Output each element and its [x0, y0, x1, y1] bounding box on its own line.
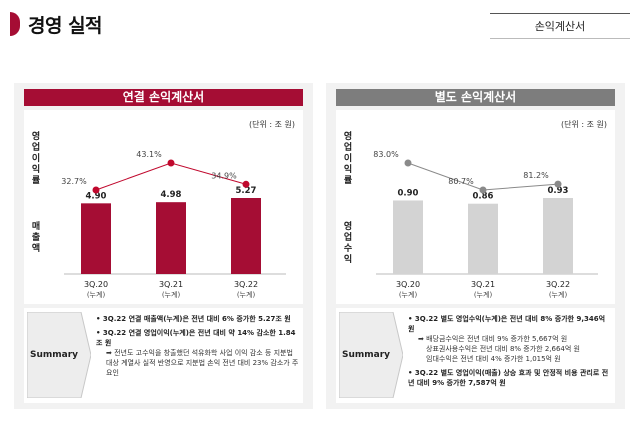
separate-panel: 별도 손익계산서 0.90 3Q.20 (누계) 0.86 3Q.21 (누계) 0.93 3… — [326, 83, 625, 409]
bar-value-label: 4.98 — [161, 190, 182, 200]
margin-value-label: 32.7% — [61, 177, 87, 186]
consolidated-panel: 연결 손익계산서 4.90 3Q.20 (누계) 4.98 3Q.21 (누계) 5.27 3… — [14, 83, 313, 409]
chart-box: 4.90 3Q.20 (누계) 4.98 3Q.21 (누계) 5.27 3Q.22 (누계) 3… — [24, 110, 303, 304]
panel-header: 연결 손익계산서 — [24, 89, 303, 106]
revenue-axis-label: 매출액 — [31, 222, 41, 254]
category-sub-label: (누계) — [162, 290, 181, 299]
category-label: 3Q.21 — [159, 280, 183, 289]
margin-value-label: 81.2% — [523, 171, 549, 180]
summary-box: Summary • 3Q.22 별도 영업수익(누계)은 전년 대비 8% 증가… — [336, 308, 615, 403]
margin-value-label: 83.0% — [373, 150, 399, 159]
summary-tag: Summary — [27, 312, 91, 398]
summary-subitem: ➡ 전년도 고수익을 창출했던 석유화학 사업 이익 감소 등 지분법 대상 계… — [106, 349, 299, 377]
category-sub-label: (누계) — [87, 290, 106, 299]
bar — [81, 203, 111, 274]
page-title-bar: 경영 실적 — [10, 10, 103, 38]
bar — [468, 203, 498, 274]
unit-label: (단위 : 조 원) — [560, 120, 607, 129]
margin-point — [554, 180, 562, 188]
margin-value-label: 34.9% — [211, 171, 237, 180]
summary-subitem: ➡ 배당금수익은 전년 대비 9% 증가한 5,667억 원 — [418, 335, 568, 343]
summary-tag: Summary — [339, 312, 403, 398]
document-tag: 손익계산서 — [490, 13, 630, 39]
summary-item: • 3Q.22 연결 영업이익(누계)은 전년 대비 약 14% 감소한 1.8… — [96, 328, 299, 378]
margin-point — [479, 186, 487, 194]
bar-value-label: 0.86 — [473, 192, 494, 202]
combo-chart: 0.903Q.20(누계)0.863Q.21(누계)0.933Q.22(누계)8… — [373, 150, 598, 299]
margin-value-label: 80.7% — [448, 177, 474, 186]
bar-value-label: 0.93 — [548, 186, 569, 196]
category-sub-label: (누계) — [549, 290, 568, 299]
bar — [393, 200, 423, 274]
combo-chart: 4.903Q.20(누계)4.983Q.21(누계)5.273Q.22(누계)3… — [61, 150, 286, 299]
bar — [543, 198, 573, 274]
margin-point — [167, 159, 175, 167]
summary-item-text: • 3Q.22 연결 영업이익(누계)은 전년 대비 약 14% 감소한 1.8… — [96, 329, 296, 347]
operating-revenue-axis-label: 영업수익 — [343, 222, 353, 265]
margin-point — [92, 186, 100, 194]
category-label: 3Q.20 — [396, 280, 420, 289]
margin-point — [404, 159, 412, 167]
summary-subitem: 상표권사용수익은 전년 대비 8% 증가한 2,664억 원 — [426, 345, 580, 353]
bar-value-label: 4.90 — [86, 191, 107, 201]
title-accent-mark — [10, 12, 20, 36]
summary-subitem: 임대수익은 전년 대비 4% 증가한 1,015억 원 — [426, 355, 561, 363]
category-sub-label: (누계) — [237, 290, 256, 299]
category-label: 3Q.21 — [471, 280, 495, 289]
category-label: 3Q.22 — [234, 280, 258, 289]
page-title: 경영 실적 — [28, 14, 103, 37]
bar-value-label: 5.27 — [236, 186, 257, 196]
summary-text: • 3Q.22 별도 영업수익(누계)은 전년 대비 8% 증가한 9,346억… — [408, 314, 611, 392]
category-sub-label: (누계) — [474, 290, 493, 299]
bar — [156, 202, 186, 274]
summary-item: • 3Q.22 연결 매출액(누계)은 전년 대비 6% 증가한 5.27조 원 — [96, 315, 291, 323]
category-label: 3Q.20 — [84, 280, 108, 289]
operating-margin-axis-label: 영업이익률 — [31, 132, 41, 186]
margin-value-label: 43.1% — [136, 150, 162, 159]
summary-text: • 3Q.22 연결 매출액(누계)은 전년 대비 6% 증가한 5.27조 원… — [96, 314, 299, 382]
bar-value-label: 0.90 — [398, 188, 419, 198]
summary-item: • 3Q.22 별도 영업수익(누계)은 전년 대비 8% 증가한 9,346억… — [408, 314, 611, 364]
category-sub-label: (누계) — [399, 290, 418, 299]
operating-margin-axis-label: 영업이익률 — [343, 132, 353, 186]
summary-arrow-shape — [339, 312, 403, 398]
bar — [231, 198, 261, 274]
category-label: 3Q.22 — [546, 280, 570, 289]
panel-header: 별도 손익계산서 — [336, 89, 615, 106]
summary-label: Summary — [341, 350, 391, 360]
summary-item: • 3Q.22 별도 영업이익(매출) 상승 효과 및 안정적 비용 관리로 전… — [408, 369, 609, 387]
summary-arrow-shape — [27, 312, 91, 398]
summary-box: Summary • 3Q.22 연결 매출액(누계)은 전년 대비 6% 증가한… — [24, 308, 303, 403]
summary-item-text: • 3Q.22 별도 영업수익(누계)은 전년 대비 8% 증가한 9,346억… — [408, 315, 606, 333]
unit-label: (단위 : 조 원) — [248, 120, 295, 129]
chart-box: 0.90 3Q.20 (누계) 0.86 3Q.21 (누계) 0.93 3Q.22 (누계) 8… — [336, 110, 615, 304]
summary-label: Summary — [29, 350, 79, 360]
margin-point — [242, 180, 250, 188]
